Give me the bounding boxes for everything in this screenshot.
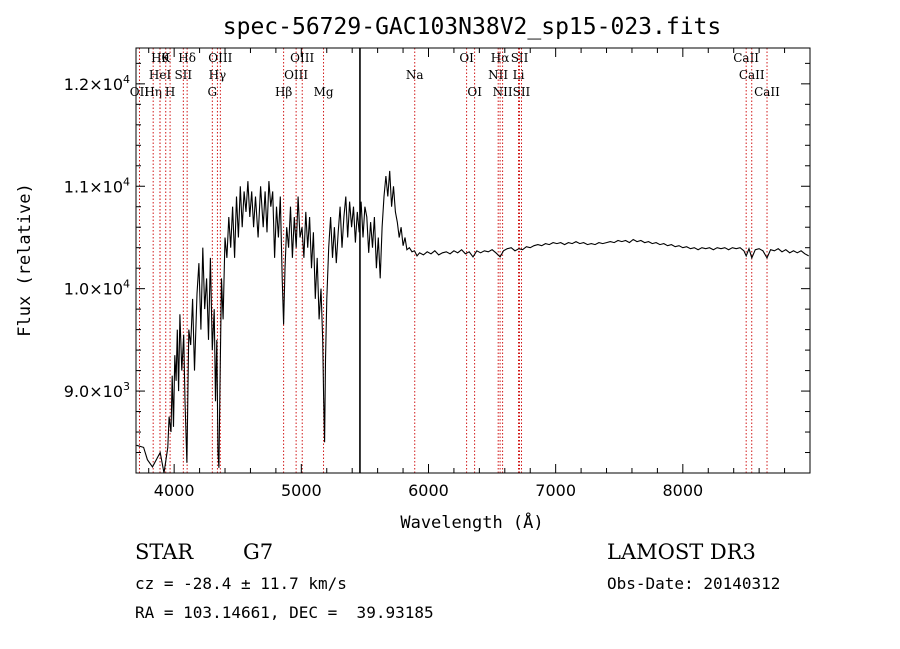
line-marker-label-6: SII <box>174 68 192 82</box>
y-axis-label: Flux (relative) <box>15 183 35 337</box>
line-marker-label-25: CaII <box>739 68 765 82</box>
line-marker-label-15: Na <box>406 68 424 82</box>
line-marker-label-7: Hδ <box>178 51 196 65</box>
y-tick-label-2: 1.1×104 <box>64 175 130 196</box>
x-tick-label-4: 8000 <box>662 481 703 500</box>
line-marker-label-10: OIII <box>208 51 232 65</box>
plot-frame <box>135 47 811 474</box>
line-marker-label-9: Hγ <box>209 68 227 82</box>
line-marker-label-1: Hη <box>144 85 162 99</box>
line-marker-label-5: H <box>165 85 175 99</box>
y-tick-label-3: 1.2×104 <box>64 73 130 94</box>
line-marker-label-11: Hβ <box>275 85 292 99</box>
x-tick-label-2: 6000 <box>408 481 449 500</box>
line-marker-label-20: NII <box>493 85 513 99</box>
line-marker-label-4: K <box>161 51 171 65</box>
object-subclass: G7 <box>243 540 274 564</box>
obs-date-text: Obs-Date: 20140312 <box>607 574 781 593</box>
line-marker-label-17: OI <box>467 85 482 99</box>
survey-name: LAMOST DR3 <box>607 540 756 564</box>
line-marker-label-0: OII <box>130 85 150 99</box>
line-marker-label-21: Li <box>513 68 525 82</box>
line-marker-label-22: SII <box>511 51 529 65</box>
line-marker-label-13: OIII <box>290 51 314 65</box>
line-marker-label-2: Hθ <box>151 51 169 65</box>
line-marker-label-19: Hα <box>491 51 510 65</box>
line-marker-label-16: OI <box>459 51 474 65</box>
y-tick-label-0: 9.0×103 <box>64 380 130 401</box>
coordinates-text: RA = 103.14661, DEC = 39.93185 <box>135 603 434 622</box>
line-marker-label-26: CaII <box>754 85 780 99</box>
spectrum-line <box>136 170 809 473</box>
x-tick-label-3: 7000 <box>535 481 576 500</box>
redshift-text: cz = -28.4 ± 11.7 km/s <box>135 574 347 593</box>
object-class: STAR <box>135 540 194 564</box>
line-marker-label-23: SII <box>513 85 531 99</box>
line-marker-label-3: HeI <box>149 68 172 82</box>
line-marker-label-8: G <box>208 85 218 99</box>
line-marker-label-14: Mg <box>314 85 334 99</box>
chart-title: spec-56729-GAC103N38V2_sp15-023.fits <box>223 14 722 40</box>
line-marker-label-18: NII <box>488 68 508 82</box>
x-tick-label-1: 5000 <box>281 481 322 500</box>
x-tick-label-0: 4000 <box>154 481 195 500</box>
x-axis-label: Wavelength (Å) <box>400 511 543 533</box>
y-tick-label-1: 1.0×104 <box>64 278 130 299</box>
line-marker-label-12: OIII <box>284 68 308 82</box>
line-marker-label-24: CaII <box>733 51 759 65</box>
